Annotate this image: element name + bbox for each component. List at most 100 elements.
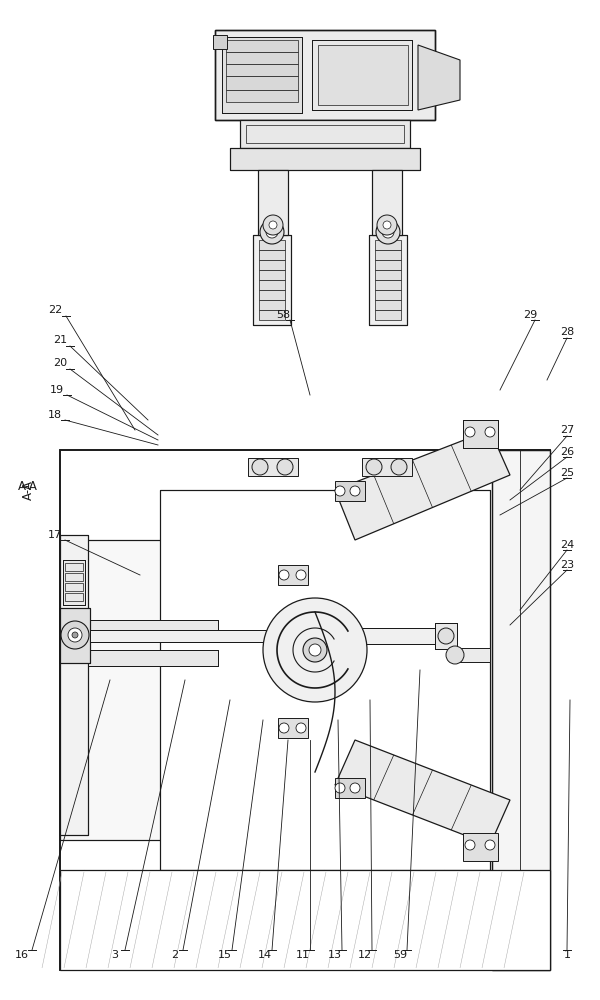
- Circle shape: [296, 723, 306, 733]
- Bar: [259, 260, 285, 270]
- Text: A-A: A-A: [18, 481, 38, 493]
- Bar: [160, 490, 490, 870]
- Bar: [375, 250, 401, 260]
- Bar: [375, 240, 401, 250]
- Text: 23: 23: [560, 560, 574, 570]
- Circle shape: [263, 215, 283, 235]
- Bar: [259, 270, 285, 280]
- Bar: [375, 290, 401, 300]
- Bar: [355, 628, 435, 644]
- Circle shape: [377, 215, 397, 235]
- Bar: [278, 718, 308, 738]
- Circle shape: [279, 570, 289, 580]
- Text: 14: 14: [258, 950, 272, 960]
- Bar: [369, 235, 407, 325]
- Bar: [222, 37, 302, 113]
- Bar: [215, 30, 435, 120]
- Bar: [372, 170, 402, 235]
- Bar: [60, 608, 90, 663]
- Bar: [258, 170, 288, 235]
- Text: 25: 25: [560, 468, 574, 478]
- Circle shape: [61, 621, 89, 649]
- Text: 19: 19: [50, 385, 64, 395]
- Bar: [60, 535, 88, 835]
- Bar: [222, 37, 302, 113]
- Bar: [240, 120, 410, 148]
- Bar: [226, 52, 298, 64]
- Circle shape: [252, 459, 268, 475]
- Circle shape: [72, 632, 78, 638]
- Bar: [65, 583, 83, 591]
- Bar: [435, 623, 457, 649]
- Bar: [88, 620, 218, 642]
- Circle shape: [309, 644, 321, 656]
- Bar: [278, 565, 308, 585]
- Polygon shape: [335, 430, 510, 540]
- Text: 21: 21: [53, 335, 67, 345]
- Circle shape: [465, 427, 475, 437]
- Bar: [259, 300, 285, 310]
- Circle shape: [350, 783, 360, 793]
- Bar: [60, 608, 90, 663]
- Bar: [60, 450, 550, 970]
- Bar: [226, 40, 298, 52]
- Text: 12: 12: [358, 950, 372, 960]
- Circle shape: [382, 226, 394, 238]
- Text: A-A: A-A: [22, 480, 35, 500]
- Text: 59: 59: [393, 950, 407, 960]
- Polygon shape: [418, 45, 460, 110]
- Text: 28: 28: [560, 327, 574, 337]
- Bar: [160, 490, 490, 870]
- Bar: [60, 870, 550, 970]
- Text: 18: 18: [48, 410, 62, 420]
- Bar: [312, 40, 412, 110]
- Circle shape: [296, 570, 306, 580]
- Bar: [65, 563, 83, 571]
- Bar: [63, 560, 85, 605]
- Bar: [226, 90, 298, 102]
- Bar: [375, 310, 401, 320]
- Bar: [463, 420, 498, 448]
- Bar: [60, 540, 215, 840]
- Bar: [90, 630, 310, 642]
- Bar: [369, 235, 407, 325]
- Bar: [215, 30, 435, 120]
- Bar: [240, 120, 410, 148]
- Circle shape: [485, 840, 495, 850]
- Text: 24: 24: [560, 540, 574, 550]
- Bar: [90, 630, 310, 642]
- Bar: [226, 76, 298, 90]
- Text: 1: 1: [563, 950, 571, 960]
- Bar: [375, 280, 401, 290]
- Bar: [435, 623, 457, 649]
- Text: 22: 22: [48, 305, 62, 315]
- Bar: [230, 148, 420, 170]
- Text: 15: 15: [218, 950, 232, 960]
- Circle shape: [68, 628, 82, 642]
- Circle shape: [277, 459, 293, 475]
- Circle shape: [260, 220, 284, 244]
- Bar: [88, 650, 218, 666]
- Bar: [335, 481, 365, 501]
- Bar: [60, 450, 550, 970]
- Bar: [375, 300, 401, 310]
- Circle shape: [335, 783, 345, 793]
- Circle shape: [438, 628, 454, 644]
- Circle shape: [269, 221, 277, 229]
- Bar: [88, 650, 218, 666]
- Text: 20: 20: [53, 358, 67, 368]
- Bar: [259, 290, 285, 300]
- Circle shape: [263, 598, 367, 702]
- Bar: [259, 310, 285, 320]
- Bar: [258, 170, 288, 235]
- Circle shape: [279, 723, 289, 733]
- Bar: [372, 170, 402, 235]
- Bar: [63, 560, 85, 605]
- Bar: [492, 450, 550, 970]
- Bar: [65, 573, 83, 581]
- Bar: [230, 148, 420, 170]
- Circle shape: [391, 459, 407, 475]
- Bar: [362, 458, 412, 476]
- Bar: [259, 250, 285, 260]
- Circle shape: [366, 459, 382, 475]
